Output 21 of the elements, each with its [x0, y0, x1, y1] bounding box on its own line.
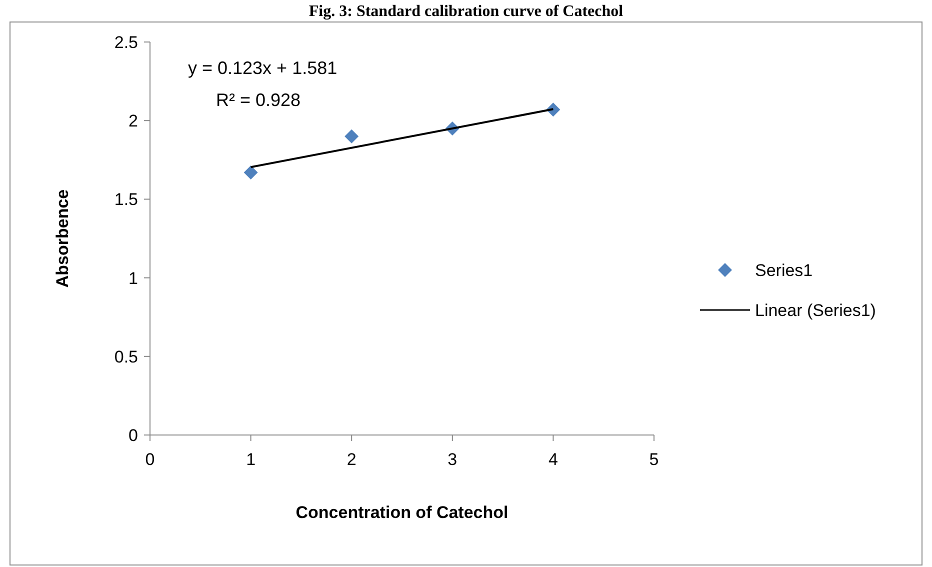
x-tick-label: 4 [548, 450, 558, 469]
chart-title: Fig. 3: Standard calibration curve of Catechol [308, 3, 624, 20]
y-tick-label: 0.5 [114, 347, 138, 366]
point [244, 165, 258, 180]
annotation: R² = 0.928 [216, 90, 301, 110]
x-tick-label: 5 [649, 450, 659, 469]
legend-label: Series1 [755, 260, 813, 280]
y-tick-label: 0 [128, 426, 138, 445]
y-tick-label: 1.5 [114, 190, 138, 210]
point [344, 129, 359, 144]
x-tick-label: 3 [448, 450, 458, 469]
y-axis-title: Absorbence [53, 189, 72, 288]
y-tick-label: 2.5 [114, 32, 138, 52]
y-tick-label: 2 [128, 112, 138, 131]
legend-label: Linear (Series1) [755, 300, 876, 320]
x-tick-label: 2 [346, 450, 356, 469]
x-tick-label: 1 [246, 450, 256, 469]
annotation: y = 0.123x + 1.581 [188, 58, 338, 78]
x-axis-title: Concentration of Catechol [296, 503, 508, 522]
x-tick-label: 0 [145, 450, 155, 469]
y-tick-label: 1 [128, 268, 138, 288]
